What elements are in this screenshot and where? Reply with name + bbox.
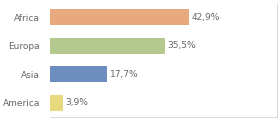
Bar (50, 9, 189, 25)
Text: 17,7%: 17,7% (110, 70, 139, 79)
Bar (50, 38, 165, 54)
Bar (50, 66, 107, 82)
Text: 42,9%: 42,9% (192, 13, 220, 22)
Bar (50, 95, 62, 111)
Text: 35,5%: 35,5% (168, 41, 196, 50)
Text: 3,9%: 3,9% (65, 98, 88, 107)
